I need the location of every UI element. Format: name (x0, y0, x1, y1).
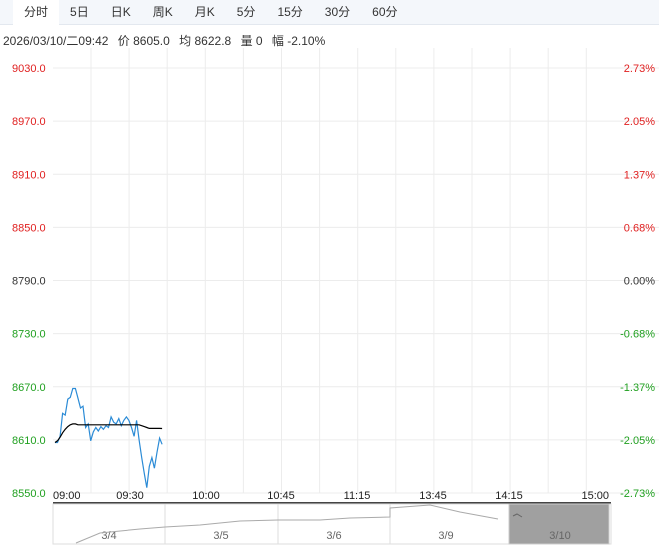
tab-7[interactable]: 30分 (324, 5, 351, 19)
quote-info: 2026/03/10/二09:42 价 8605.0 均 8622.8 量 0 … (3, 32, 331, 49)
datetime: 2026/03/10/二09:42 (3, 34, 109, 48)
x-tick-label: 09:00 (53, 490, 81, 502)
y-pct-label: 2.05% (624, 116, 655, 128)
y-tick-label: 8970.0 (12, 116, 46, 128)
tab-0[interactable]: 分时 (13, 0, 60, 25)
y-pct-label: 1.37% (624, 169, 655, 181)
y-tick-label: 8730.0 (12, 329, 46, 341)
navigator-date: 3/9 (438, 530, 453, 542)
x-tick-label: 10:00 (192, 490, 220, 502)
price: 价 8605.0 (117, 34, 170, 48)
y-pct-label: -2.05% (620, 435, 655, 447)
average: 均 8622.8 (179, 34, 232, 48)
x-tick-label: 15:00 (581, 490, 609, 502)
y-tick-label: 8610.0 (12, 435, 46, 447)
y-pct-label: 0.68% (624, 222, 655, 234)
y-pct-label: 2.73% (624, 63, 655, 75)
x-tick-label: 13:45 (419, 490, 447, 502)
tab-5[interactable]: 5分 (236, 5, 256, 19)
average-line (54, 423, 163, 443)
tab-2[interactable]: 日K (110, 5, 131, 19)
tab-3[interactable]: 周K (152, 5, 173, 19)
y-pct-label: -1.37% (620, 382, 655, 394)
y-pct-label: -2.73% (620, 488, 655, 500)
y-pct-label: -0.68% (620, 329, 655, 341)
y-tick-label: 8850.0 (12, 222, 46, 234)
volume: 量 0 (240, 34, 263, 48)
y-pct-label: 0.00% (624, 276, 655, 288)
x-tick-label: 10:45 (267, 490, 295, 502)
tab-1[interactable]: 5日 (70, 5, 89, 19)
navigator-line (75, 504, 499, 544)
tab-6[interactable]: 15分 (277, 5, 303, 19)
x-tick-label: 14:15 (495, 490, 523, 502)
x-tick-label: 09:30 (116, 490, 144, 502)
navigator-date: 3/6 (326, 530, 341, 542)
y-tick-label: 8790.0 (12, 276, 46, 288)
navigator-date: 3/10 (549, 530, 570, 542)
period-tabs: 分时 5日 日K 周K 月K 5分 15分 30分 60分 (0, 0, 659, 25)
price-line (55, 387, 163, 488)
y-tick-label: 9030.0 (12, 63, 46, 75)
navigator-selection (508, 503, 610, 545)
x-tick-label: 11:15 (344, 490, 371, 502)
navigator-date: 3/5 (213, 530, 228, 542)
y-tick-label: 8910.0 (12, 169, 46, 181)
y-tick-label: 8670.0 (12, 382, 46, 394)
y-tick-label: 8550.0 (12, 488, 46, 500)
navigator-line-selected (512, 513, 523, 518)
change: 幅 -2.10% (271, 34, 326, 48)
navigator-date: 3/4 (101, 530, 116, 542)
tab-8[interactable]: 60分 (372, 5, 398, 19)
tab-4[interactable]: 月K (194, 5, 215, 19)
